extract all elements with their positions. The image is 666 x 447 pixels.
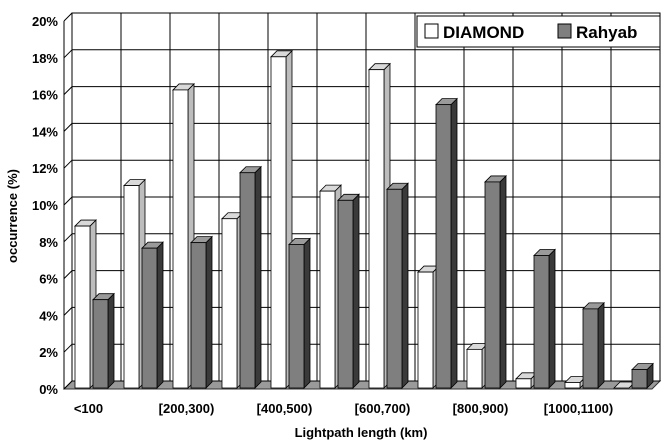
x-tick-label: [200,300) (159, 401, 215, 416)
x-tick-label: [600,700) (355, 401, 411, 416)
bar-rahyab-front (631, 369, 648, 389)
bar-rahyab (386, 182, 409, 389)
bar-rahyab-side (499, 174, 507, 389)
bar-diamond-front (319, 190, 336, 389)
bar-rahyab-front (533, 255, 550, 389)
legend-swatch-rahyab (557, 23, 572, 39)
bar-rahyab (484, 174, 507, 389)
bar-rahyab-side (548, 248, 556, 389)
y-tick-label: 18% (32, 51, 58, 66)
bar-rahyab-front (190, 242, 207, 389)
x-tick-label: [1000,1100) (544, 401, 613, 416)
bar-diamond-front (74, 225, 91, 389)
legend-label-diamond: DIAMOND (443, 23, 524, 42)
bar-diamond-front (270, 56, 287, 389)
y-tick-label: 20% (32, 14, 58, 29)
bar-rahyab (337, 193, 360, 389)
bar-diamond-front (466, 348, 483, 389)
gridlines (63, 12, 661, 390)
bar-diamond-front (172, 89, 189, 389)
bar-rahyab-side (303, 237, 311, 389)
x-tick-label: [400,500) (257, 401, 313, 416)
bar-rahyab-side (156, 241, 164, 389)
x-tick-labels: <100 [200,300) [400,500) [600,700) [800,900)… (74, 401, 613, 416)
bar-diamond (172, 82, 195, 389)
bar-rahyab-side (352, 193, 360, 389)
side-wall-gridline (63, 233, 73, 243)
y-tick-label: 12% (32, 161, 58, 176)
bar-rahyab (288, 237, 311, 389)
bar-diamond-front (368, 69, 385, 389)
y-tick-label: 16% (32, 88, 58, 103)
bar-diamond-front (564, 382, 581, 389)
bar-rahyab (239, 165, 262, 389)
bar-diamond-front (515, 378, 532, 389)
x-tick-label: [800,900) (453, 401, 509, 416)
bar-rahyab (582, 301, 605, 389)
side-wall-gridline (63, 196, 73, 206)
y-tick-label: 2% (39, 345, 58, 360)
side-wall-gridline (63, 12, 73, 22)
bar-rahyab-front (484, 181, 501, 389)
bar-rahyab-side (107, 292, 115, 389)
legend-box (416, 15, 661, 48)
bar-diamond-front (221, 218, 238, 389)
side-wall-gridline (63, 380, 73, 390)
bar-rahyab (631, 362, 654, 389)
y-tick-labels: 0% 2% 4% 6% 8% 10% 12% 14% 16% 18% 20% (32, 14, 58, 397)
bar-rahyab (190, 235, 213, 389)
y-tick-label: 4% (39, 308, 58, 323)
bar-diamond-front (123, 185, 140, 389)
bar-rahyab-side (205, 235, 213, 389)
y-tick-label: 10% (32, 198, 58, 213)
bar-diamond-front (417, 271, 434, 389)
bar-rahyab-front (337, 199, 354, 389)
bar-rahyab-front (582, 308, 599, 389)
bar-rahyab-front (239, 172, 256, 389)
bar-rahyab-front (386, 188, 403, 389)
bar-rahyab-side (401, 182, 409, 389)
bar-rahyab-side (254, 165, 262, 389)
y-tick-label: 6% (39, 272, 58, 287)
side-wall-gridline (63, 343, 73, 353)
x-tick-label: <100 (74, 401, 103, 416)
side-wall-gridline (63, 307, 73, 316)
side-wall-gridline (63, 49, 73, 59)
y-axis-title: occurrence (%) (5, 169, 20, 263)
bar-rahyab-side (450, 97, 458, 389)
side-wall-gridline (63, 270, 73, 279)
bar-rahyab (141, 241, 164, 389)
legend-label-rahyab: Rahyab (576, 23, 637, 42)
bar-rahyab (92, 292, 115, 389)
y-tick-label: 0% (39, 382, 58, 397)
bar-rahyab (533, 248, 556, 389)
y-tick-label: 14% (32, 124, 58, 139)
bars (74, 49, 654, 389)
bar-rahyab-front (435, 104, 452, 389)
side-wall-gridline (63, 123, 73, 132)
bar-rahyab-side (597, 301, 605, 389)
bar-rahyab (435, 97, 458, 389)
x-axis-title: Lightpath length (km) (295, 425, 428, 440)
y-tick-label: 8% (39, 235, 58, 250)
legend: DIAMOND Rahyab (416, 15, 661, 48)
bar-rahyab-front (288, 244, 305, 389)
side-wall-gridline (63, 86, 73, 95)
bar-rahyab-front (92, 299, 109, 389)
bar-rahyab-front (141, 247, 158, 389)
legend-swatch-diamond (424, 23, 439, 39)
side-wall-gridline (63, 159, 73, 169)
